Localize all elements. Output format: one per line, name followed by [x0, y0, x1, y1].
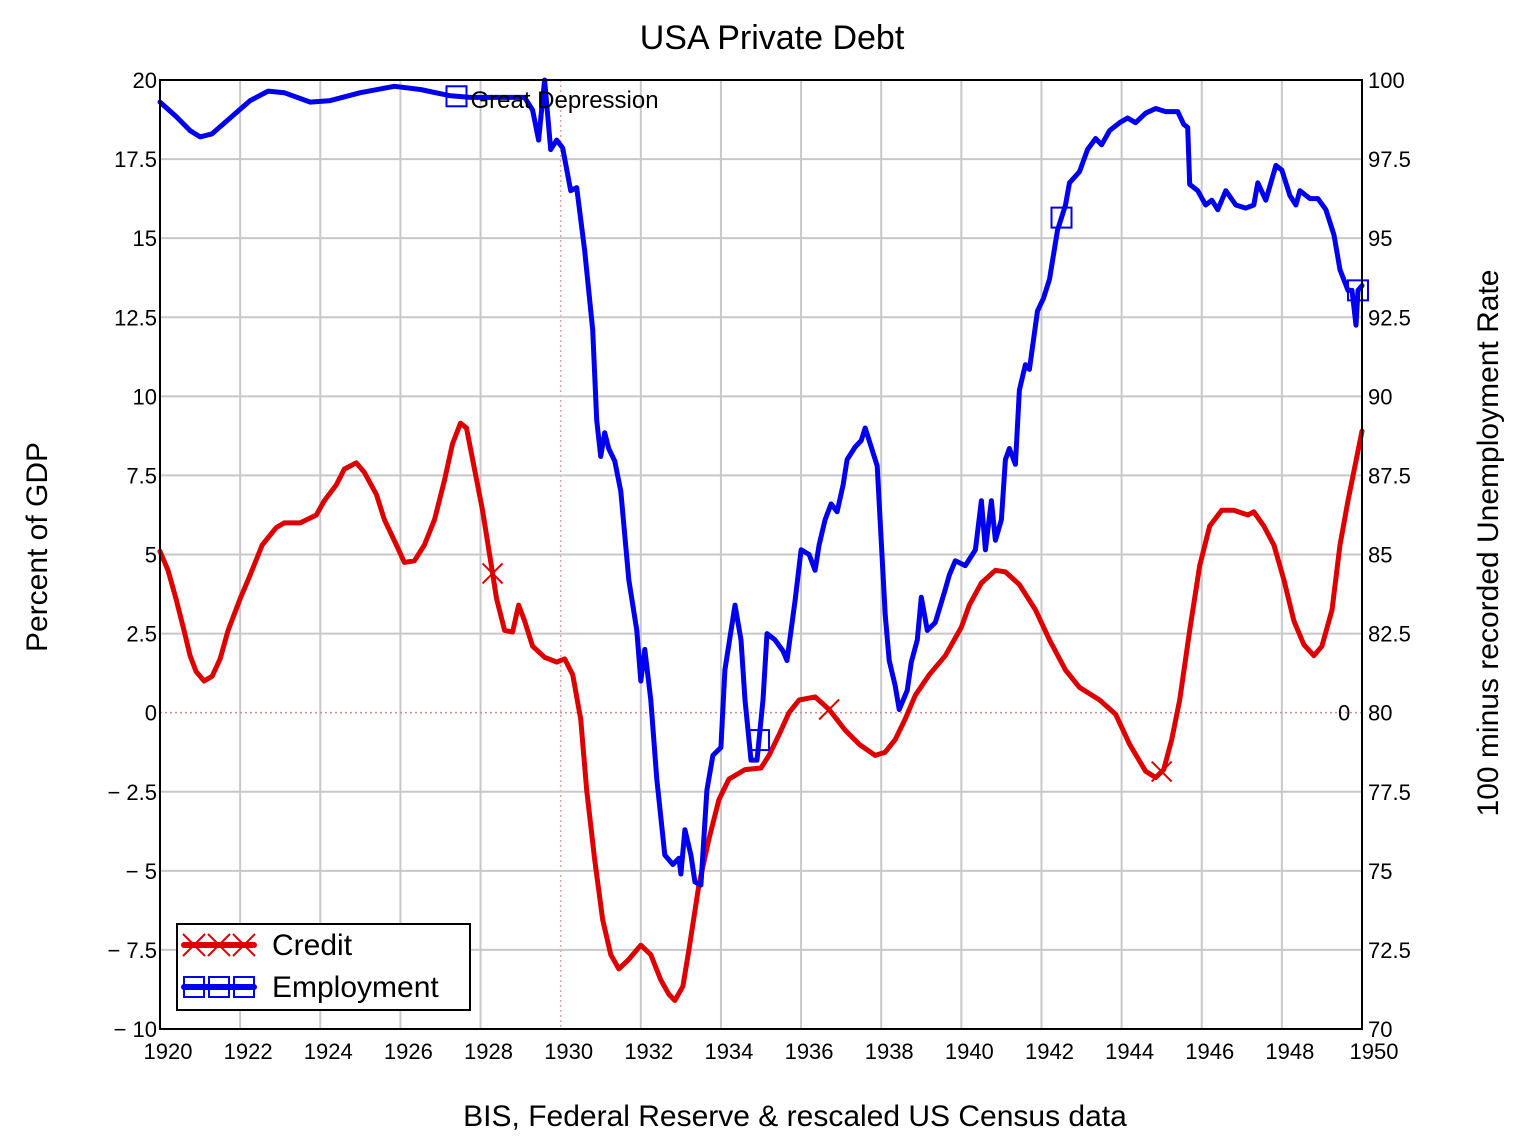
y-tick-label: − 5 [126, 859, 157, 884]
x-tick-label: 1944 [1105, 1039, 1154, 1064]
annotations: Great Depression 0 [470, 87, 1350, 726]
legend-credit-label: Credit [272, 929, 353, 962]
grid [160, 80, 1362, 1029]
x-tick-label: 1934 [704, 1039, 753, 1064]
y-tick-label: 15 [133, 226, 157, 251]
y2-tick-label: 87.5 [1368, 463, 1411, 488]
y2-tick-label: 80 [1368, 701, 1392, 726]
x-tick-label: 1950 [1350, 1039, 1399, 1064]
y2-tick-label: 72.5 [1368, 938, 1411, 963]
series-line-credit [157, 420, 1365, 1003]
x-tick-label: 1936 [785, 1039, 834, 1064]
series-line-employment [157, 77, 1365, 888]
ticks: 1920 1922 1924 1926 1928 1930 1932 1934 1936 1938… [107, 68, 1410, 1064]
chart-title: USA Private Debt [640, 19, 905, 57]
legend-employment-label: Employment [272, 971, 439, 1004]
legend-employment-swatch [181, 976, 257, 998]
x-axis-label: BIS, Federal Reserve & rescaled US Censu… [463, 1100, 1127, 1133]
marker-x [1150, 760, 1173, 783]
legend-credit-swatch [181, 933, 257, 957]
legend: Credit Employment [176, 923, 471, 1011]
y2-tick-label: 100 [1368, 68, 1405, 93]
annotation-great-depression: Great Depression [470, 87, 658, 114]
y-tick-label: 5 [145, 543, 157, 568]
x-tick-label: 1932 [624, 1039, 673, 1064]
series-lines [157, 77, 1369, 1003]
y-tick-label: − 2.5 [107, 780, 157, 805]
x-tick-label: 1948 [1265, 1039, 1314, 1064]
x-tick-label: 1920 [144, 1039, 193, 1064]
y2-tick-label: 97.5 [1368, 147, 1411, 172]
marker-x [818, 698, 840, 721]
y2-tick-label: 77.5 [1368, 780, 1411, 805]
plot-frame [159, 79, 1363, 1030]
y2-tick-label: 85 [1368, 543, 1392, 568]
marker-x [182, 933, 206, 957]
y2-tick-label: 70 [1368, 1017, 1392, 1042]
marker-x [207, 933, 231, 957]
y-tick-label: 12.5 [114, 305, 157, 330]
x-tick-label: 1928 [464, 1039, 513, 1064]
marker-square [1050, 206, 1073, 229]
x-tick-label: 1924 [304, 1039, 353, 1064]
marker-square [208, 976, 230, 998]
marker-square [1346, 279, 1369, 302]
y2-tick-label: 95 [1368, 226, 1392, 251]
x-tick-label: 1946 [1185, 1039, 1234, 1064]
y2-tick-label: 92.5 [1368, 305, 1411, 330]
x-tick-label: 1930 [544, 1039, 593, 1064]
marker-square [183, 976, 205, 998]
marker-square [445, 85, 468, 108]
x-tick-label: 1922 [224, 1039, 273, 1064]
marker-x [232, 933, 256, 957]
x-tick-label: 1940 [945, 1039, 994, 1064]
y-tick-label: 0 [145, 701, 157, 726]
x-tick-label: 1938 [865, 1039, 914, 1064]
y2-tick-label: 75 [1368, 859, 1392, 884]
y-tick-label: 10 [133, 384, 157, 409]
series-credit [157, 420, 1365, 1003]
y-tick-label: − 7.5 [107, 938, 157, 963]
marker-x [481, 562, 504, 585]
x-tick-label: 1926 [384, 1039, 433, 1064]
y-tick-label: 17.5 [114, 147, 157, 172]
y2-tick-label: 82.5 [1368, 622, 1411, 647]
y-tick-label: 2.5 [126, 622, 157, 647]
annotation-zero: 0 [1338, 701, 1350, 726]
marker-square [233, 976, 255, 998]
x-tick-label: 1942 [1025, 1039, 1074, 1064]
y-tick-label: 7.5 [126, 463, 157, 488]
y-tick-label: − 10 [114, 1017, 157, 1042]
y2-axis-label: 100 minus recorded Unemployment Rate [1472, 270, 1505, 817]
y-tick-label: 20 [133, 68, 157, 93]
y-axis-label: Percent of GDP [21, 442, 54, 652]
series-employment [157, 77, 1369, 888]
marker-square [747, 729, 770, 752]
y2-tick-label: 90 [1368, 384, 1392, 409]
